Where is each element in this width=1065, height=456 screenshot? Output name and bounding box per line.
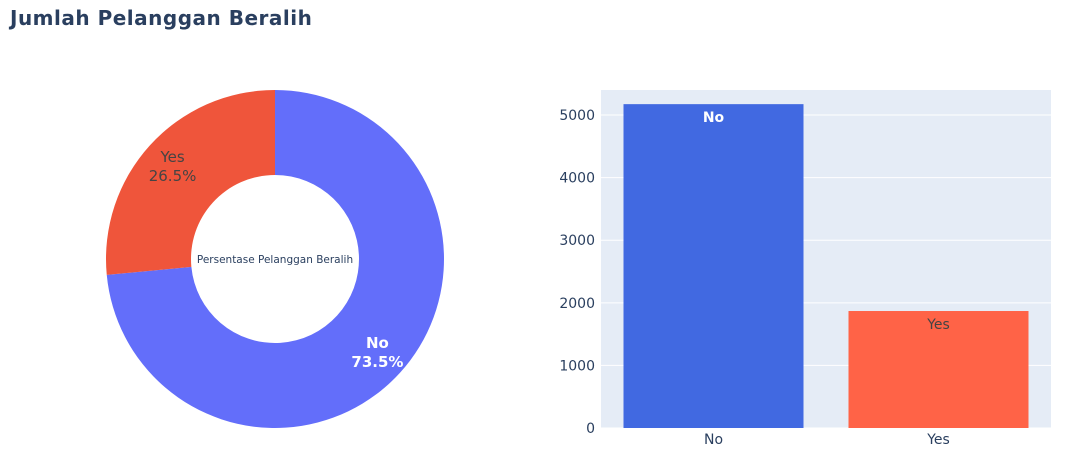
bar-label-no: No — [703, 110, 725, 126]
y-tick-label: 1000 — [559, 358, 595, 374]
donut-center-label: Persentase Pelanggan Beralih — [197, 254, 353, 266]
pie-label-category: Yes — [159, 148, 184, 166]
y-tick-label: 3000 — [559, 233, 595, 249]
pie-label-yes: Yes 26.5% — [149, 148, 197, 185]
page-title: Jumlah Pelanggan Beralih — [10, 6, 313, 30]
bar-label-yes: Yes — [926, 317, 950, 333]
donut-chart: No 73.5% Yes 26.5% Persentase Pelanggan Bera… — [106, 90, 444, 428]
bar-no[interactable] — [623, 104, 804, 428]
y-tick-label: 4000 — [559, 171, 595, 187]
pie-label-percent: 73.5% — [351, 353, 403, 371]
bar-chart: 0 1000 2000 3000 4000 5000 No No Yes Yes — [559, 90, 1051, 448]
x-tick-label: Yes — [926, 432, 950, 448]
pie-label-no: No 73.5% — [351, 334, 403, 371]
pie-label-percent: 26.5% — [149, 167, 197, 185]
pie-label-category: No — [366, 334, 389, 352]
y-tick-label: 0 — [586, 421, 595, 437]
bar-yes[interactable] — [848, 311, 1029, 428]
y-tick-label: 5000 — [559, 108, 595, 124]
x-tick-label: No — [704, 432, 723, 448]
pie-slice-yes[interactable] — [106, 90, 275, 275]
y-tick-label: 2000 — [559, 296, 595, 312]
pie-slice-no[interactable] — [106, 90, 444, 428]
